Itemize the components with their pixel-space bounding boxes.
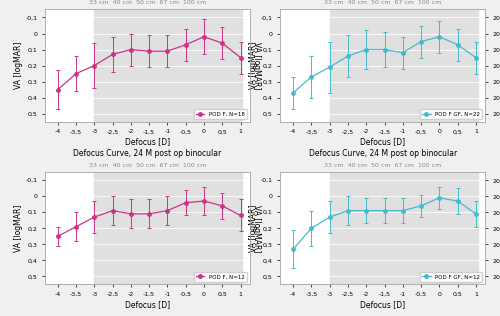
Y-axis label: VA [logMAR]: VA [logMAR] [249,204,258,252]
Text: 33 cm  40 cm  50 cm  67 cm  100 cm: 33 cm 40 cm 50 cm 67 cm 100 cm [324,0,442,5]
Bar [94,172,242,284]
Bar [94,9,242,122]
Text: 33 cm  40 cm  50 cm  67 cm  100 cm: 33 cm 40 cm 50 cm 67 cm 100 cm [88,163,206,168]
X-axis label: Defocus [D]: Defocus [D] [125,137,170,146]
Text: Defocus Curve, 24 M post op binocular: Defocus Curve, 24 M post op binocular [308,149,457,158]
X-axis label: Defocus [D]: Defocus [D] [125,300,170,309]
Text: 33 cm  40 cm  50 cm  67 cm  100 cm: 33 cm 40 cm 50 cm 67 cm 100 cm [88,0,206,5]
Legend: POD F, N=18: POD F, N=18 [194,109,247,119]
Text: Defocus Curve, 24 M post op binocular: Defocus Curve, 24 M post op binocular [73,149,222,158]
Legend: POD F, N=12: POD F, N=12 [194,272,247,282]
Y-axis label: VA [logMAR]: VA [logMAR] [249,42,258,89]
Text: 33 cm  40 cm  50 cm  67 cm  100 cm: 33 cm 40 cm 50 cm 67 cm 100 cm [324,163,442,168]
Bar [330,9,478,122]
X-axis label: Defocus [D]: Defocus [D] [360,137,405,146]
Y-axis label: VA [logMAR]: VA [logMAR] [14,204,22,252]
Y-axis label: VA [logMAR]: VA [logMAR] [252,42,261,89]
Y-axis label: VA [logMAR]: VA [logMAR] [252,204,261,252]
Y-axis label: VA [logMAR]: VA [logMAR] [14,42,22,89]
X-axis label: Defocus [D]: Defocus [D] [360,300,405,309]
Legend: POD F GF, N=12: POD F GF, N=12 [420,272,482,282]
Bar [330,172,478,284]
Legend: POD F GF, N=22: POD F GF, N=22 [420,109,482,119]
